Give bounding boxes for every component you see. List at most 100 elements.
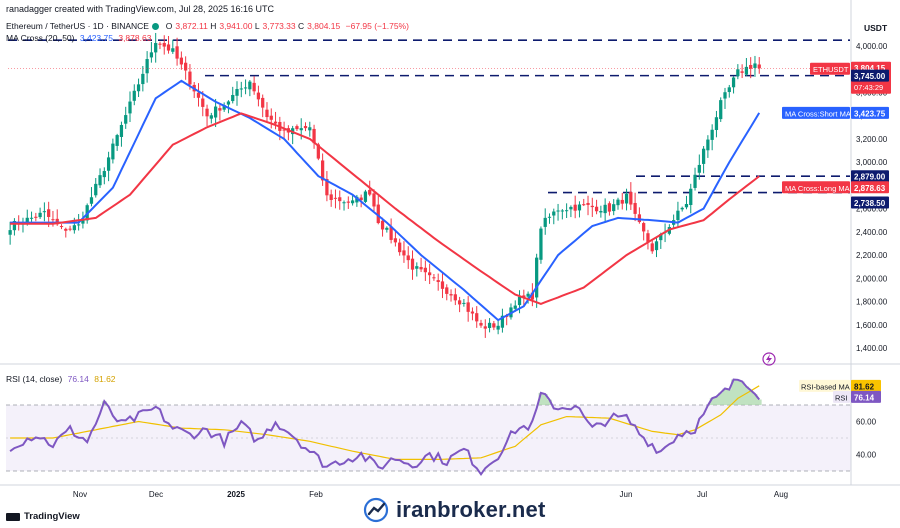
candle-body bbox=[659, 233, 663, 241]
candle-body bbox=[38, 212, 42, 218]
candle-body bbox=[496, 325, 500, 330]
candle-body bbox=[599, 211, 603, 213]
short-ma-line bbox=[10, 79, 761, 322]
candle-body bbox=[616, 199, 620, 206]
long-ma-tag-bg bbox=[782, 181, 850, 194]
candle-body bbox=[466, 302, 470, 312]
candle-body bbox=[368, 189, 372, 195]
candle-body bbox=[526, 293, 530, 297]
candle-body bbox=[594, 206, 599, 212]
rsi-legend[interactable]: RSI (14, close) 76.14 81.62 bbox=[6, 374, 116, 384]
candle-body bbox=[303, 126, 308, 129]
candle-body bbox=[428, 272, 432, 276]
short-ma-tag-bg bbox=[782, 106, 850, 119]
ma-legend[interactable]: MA Cross (20, 50) 3,423.75 3,878.63 bbox=[6, 33, 151, 43]
candle-body bbox=[436, 280, 440, 282]
level-2879-label: 2,879.00 bbox=[854, 173, 886, 182]
candle-body bbox=[295, 126, 299, 130]
candle-body bbox=[457, 300, 462, 305]
close-value: 3,804.15 bbox=[307, 21, 341, 31]
candle-body bbox=[282, 129, 286, 131]
candle-body bbox=[586, 202, 590, 205]
candle-body bbox=[573, 204, 577, 211]
rsi-tick-label: 60.00 bbox=[856, 418, 877, 427]
candle-body bbox=[235, 89, 239, 96]
candle-body bbox=[316, 144, 320, 159]
low-label: L bbox=[254, 21, 260, 31]
rsi-ma-value-bg bbox=[851, 379, 881, 392]
candle-body bbox=[633, 202, 637, 214]
candle-body bbox=[308, 127, 312, 131]
rsi-ma-tag-bg bbox=[799, 379, 850, 392]
time-tick-label: 2025 bbox=[227, 490, 245, 499]
symbol-tag-bg bbox=[810, 62, 850, 75]
alert-icon-bolt bbox=[766, 354, 772, 364]
candle-body bbox=[569, 206, 573, 210]
level-2738-label: 2,738.50 bbox=[854, 199, 886, 208]
candle-body bbox=[462, 302, 466, 304]
tradingview-logo-icon bbox=[6, 512, 20, 521]
candle-body bbox=[389, 226, 393, 240]
candle-body bbox=[188, 71, 192, 85]
candle-body bbox=[81, 219, 85, 224]
candle-body bbox=[273, 121, 278, 124]
ma-long-value: 3,878.63 bbox=[118, 33, 152, 43]
candle-body bbox=[727, 87, 731, 93]
price-tick-label: 2,200.00 bbox=[856, 251, 888, 260]
candle-body bbox=[89, 197, 94, 204]
long-ma-tag: MA Cross:Long MA bbox=[785, 184, 850, 193]
candle-body bbox=[680, 207, 684, 210]
candle-body bbox=[719, 100, 723, 120]
symbol-legend[interactable]: Ethereum / TetherUS · 1D · BINANCE O 3,87… bbox=[6, 21, 409, 31]
rsi-value-bg bbox=[851, 390, 881, 403]
price-tick-label: 2,400.00 bbox=[856, 228, 888, 237]
candle-body bbox=[423, 267, 427, 273]
rsi-tick-label: 40.00 bbox=[856, 451, 877, 460]
candle-body bbox=[500, 315, 505, 328]
high-value: 3,941.00 bbox=[219, 21, 253, 31]
symbol-tag: ETHUSDT bbox=[813, 65, 849, 74]
candle-body bbox=[385, 227, 389, 230]
rsi-ma-value: 81.62 bbox=[94, 374, 116, 384]
candle-body bbox=[175, 46, 179, 59]
candle-body bbox=[222, 105, 226, 110]
candle-body bbox=[226, 101, 231, 105]
candle-body bbox=[487, 322, 492, 328]
level-3745-label-bg bbox=[851, 69, 889, 82]
close-label: C bbox=[298, 21, 305, 31]
candle-body bbox=[29, 217, 34, 219]
candle-body bbox=[128, 101, 132, 114]
candle-body bbox=[560, 210, 564, 212]
candle-body bbox=[252, 82, 256, 92]
price-axis-unit: USDT bbox=[864, 23, 888, 33]
candle-body bbox=[646, 233, 650, 243]
rsi-value: 76.14 bbox=[67, 374, 89, 384]
candle-body bbox=[483, 326, 487, 329]
candle-body bbox=[376, 204, 380, 224]
level-2738-label-bg bbox=[851, 196, 889, 209]
tradingview-brand[interactable]: TradingView bbox=[6, 511, 80, 522]
candle-body bbox=[248, 81, 252, 90]
candle-body bbox=[440, 281, 445, 289]
last-price-label: 3,804.15 bbox=[854, 64, 886, 73]
time-tick-label: Nov bbox=[73, 490, 87, 499]
candle-body bbox=[744, 66, 749, 75]
time-tick-label: Dec bbox=[149, 490, 163, 499]
rsi-tag-bg bbox=[833, 390, 850, 403]
alert-icon[interactable] bbox=[762, 352, 776, 366]
candle-body bbox=[380, 220, 385, 230]
ma-label: MA Cross (20, 50) bbox=[6, 33, 75, 43]
candle-body bbox=[201, 98, 205, 107]
candle-body bbox=[556, 210, 560, 212]
candle-body bbox=[513, 305, 517, 309]
candle-body bbox=[231, 94, 235, 102]
change-value: −67.95 (−1.75%) bbox=[345, 21, 409, 31]
candle-body bbox=[346, 201, 350, 203]
candle-body bbox=[740, 71, 744, 73]
candle-body bbox=[603, 204, 607, 214]
open-label: O bbox=[165, 21, 173, 31]
candle-body bbox=[676, 210, 680, 221]
candle-body bbox=[479, 322, 483, 326]
